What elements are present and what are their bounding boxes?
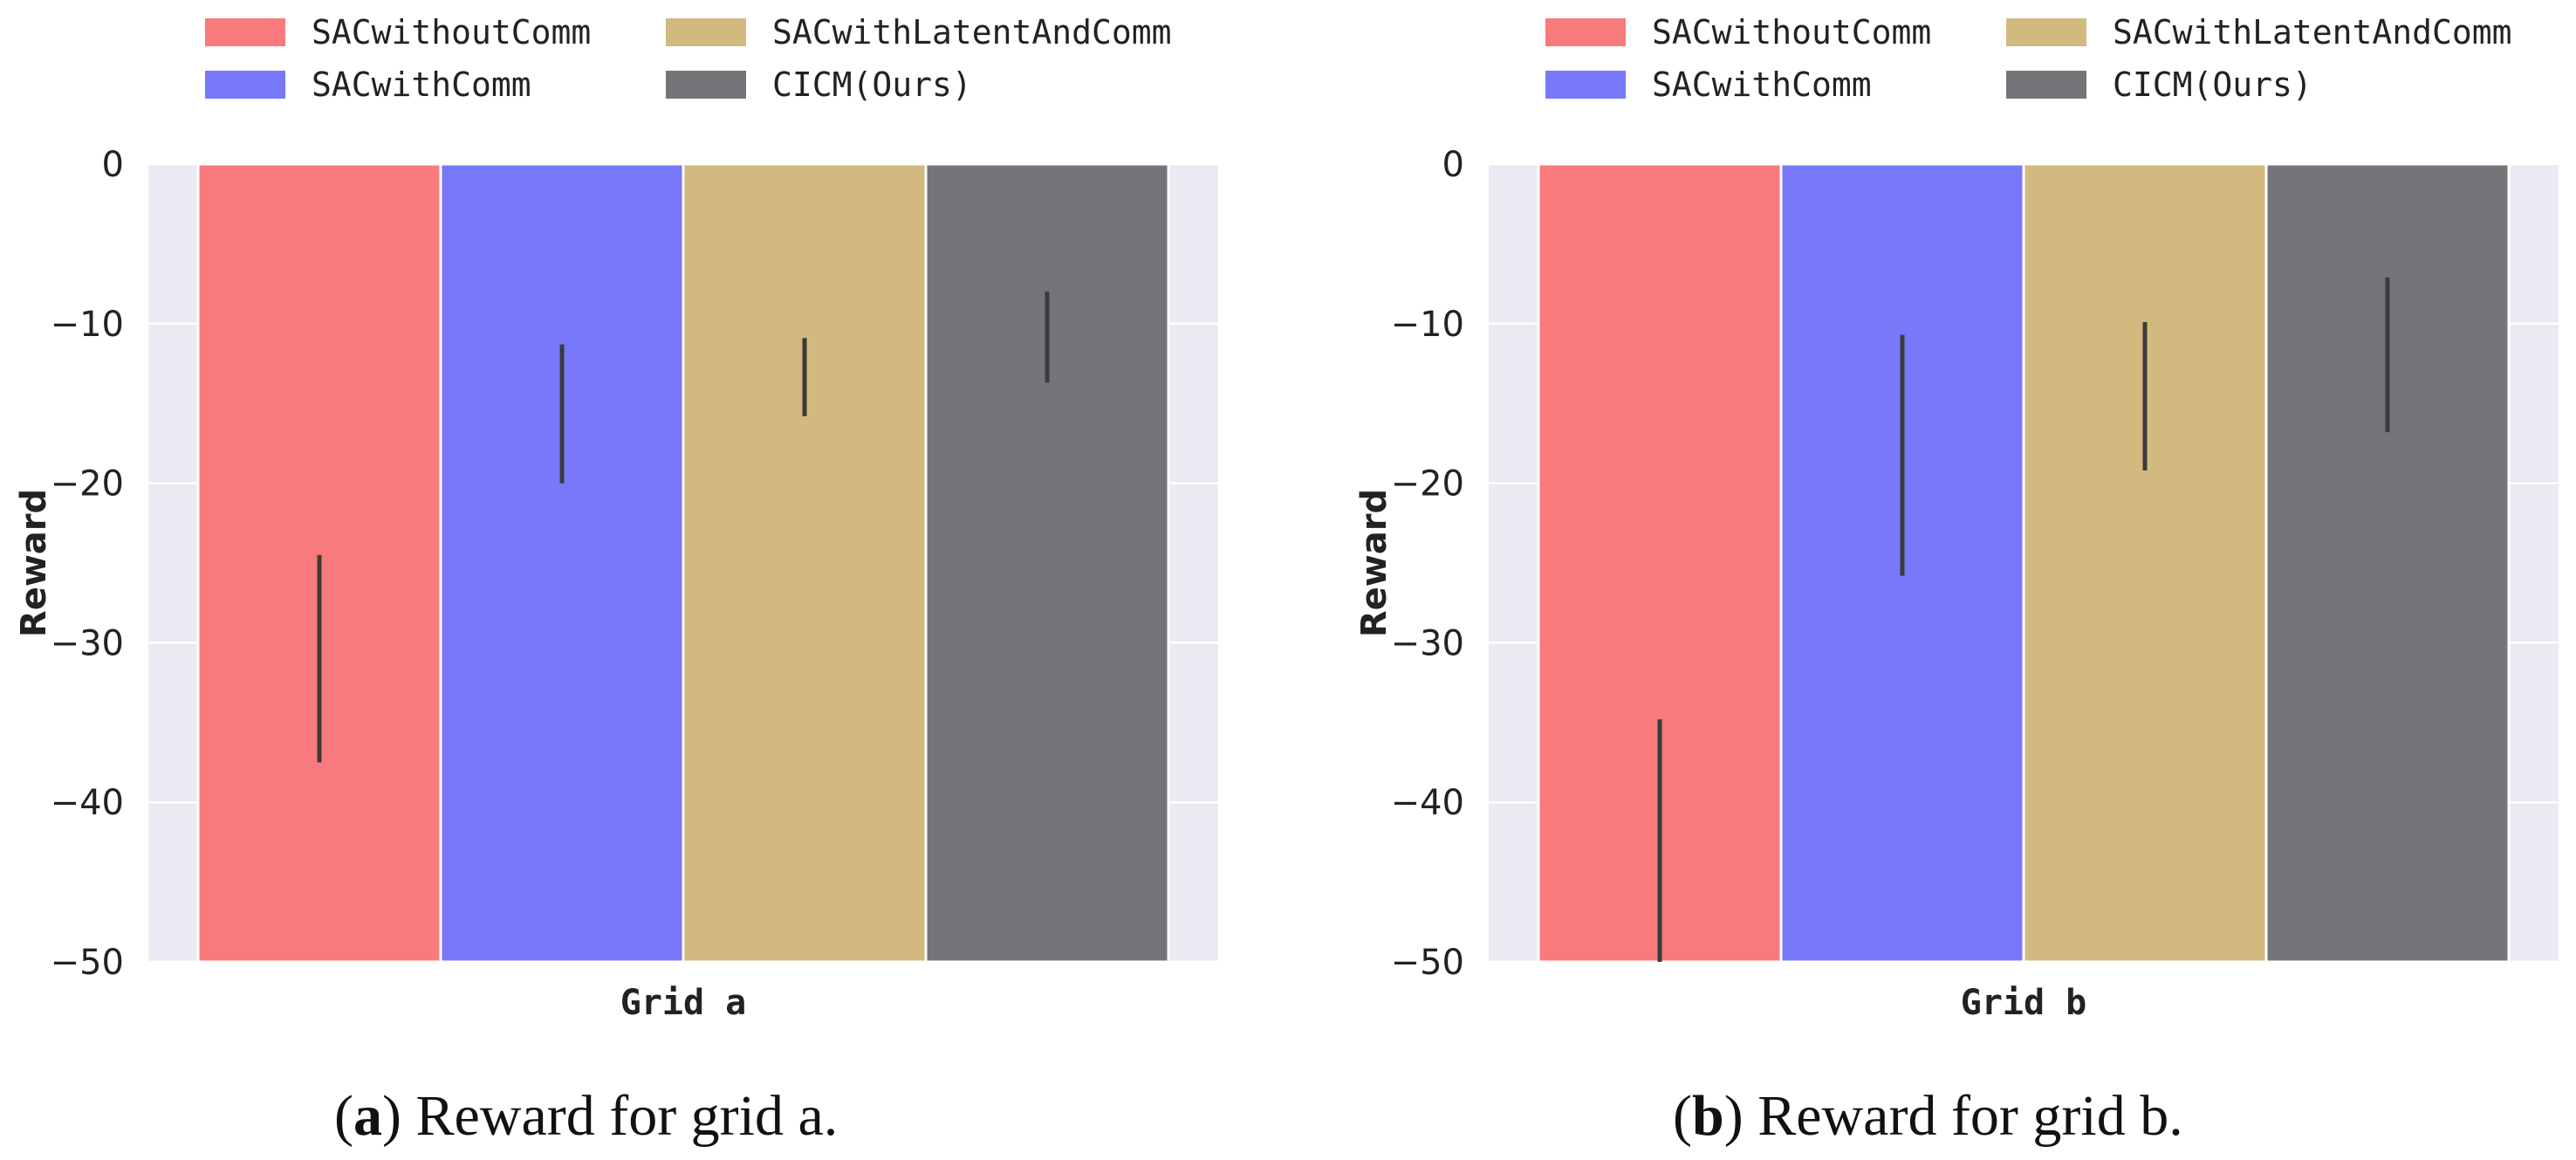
legend-label: SACwithoutComm bbox=[312, 13, 591, 51]
legend-swatch bbox=[1545, 71, 1626, 99]
y-axis-label: Reward bbox=[1354, 489, 1394, 637]
legend-swatch bbox=[2006, 71, 2086, 99]
y-tick-label: −50 bbox=[1391, 943, 1464, 983]
legend-swatch bbox=[205, 18, 285, 46]
y-axis-label: Reward bbox=[14, 489, 54, 637]
figure-caption: (a) Reward for grid a. bbox=[334, 1084, 838, 1148]
legend-label: SACwithComm bbox=[1652, 65, 1872, 104]
legend-swatch bbox=[1545, 18, 1626, 46]
legend-label: SACwithoutComm bbox=[1652, 13, 1931, 51]
caption-panel-letter: b bbox=[1692, 1084, 1724, 1148]
bar bbox=[2022, 162, 2268, 964]
chart-panel-b: 0 −10 −20 −30 −40 −50 Grid b Reward SACwithoutCo… bbox=[1354, 13, 2559, 1148]
bar bbox=[682, 162, 928, 964]
legend: SACwithoutComm SACwithComm SACwithLatentAn… bbox=[1545, 13, 2512, 104]
legend-label: SACwithComm bbox=[312, 65, 531, 104]
x-axis-label: Grid b bbox=[1961, 983, 2087, 1023]
y-tick-label: −10 bbox=[1391, 305, 1464, 345]
y-tick-label: 0 bbox=[1442, 145, 1464, 185]
y-tick-label: −20 bbox=[51, 464, 124, 504]
bar bbox=[439, 162, 685, 964]
legend: SACwithoutComm SACwithComm SACwithLatentAn… bbox=[205, 13, 1172, 104]
caption-panel-letter: a bbox=[353, 1084, 382, 1148]
bar bbox=[924, 162, 1170, 964]
y-tick-label: −20 bbox=[1391, 464, 1464, 504]
y-tick-label: −30 bbox=[51, 623, 124, 663]
caption-text: Reward for grid a. bbox=[401, 1084, 838, 1148]
legend-swatch bbox=[666, 18, 746, 46]
legend-swatch bbox=[2006, 18, 2086, 46]
caption-text: Reward for grid b. bbox=[1744, 1084, 2183, 1148]
legend-label: CICM(Ours) bbox=[2113, 65, 2312, 104]
y-tick-label: −10 bbox=[51, 305, 124, 345]
y-tick-label: −50 bbox=[51, 943, 124, 983]
y-tick-label: −30 bbox=[1391, 623, 1464, 663]
legend-label: SACwithLatentAndComm bbox=[772, 13, 1172, 51]
y-tick-label: −40 bbox=[51, 783, 124, 823]
legend-label: CICM(Ours) bbox=[772, 65, 972, 104]
legend-swatch bbox=[205, 71, 285, 99]
figure-caption: (b) Reward for grid b. bbox=[1673, 1084, 2183, 1148]
chart-panel-a: 0 −10 −20 −30 −40 −50 Grid a Reward SACwithoutCo… bbox=[14, 13, 1218, 1148]
x-axis-label: Grid a bbox=[620, 983, 747, 1023]
legend-swatch bbox=[666, 71, 746, 99]
legend-label: SACwithLatentAndComm bbox=[2113, 13, 2512, 51]
y-tick-label: −40 bbox=[1391, 783, 1464, 823]
y-tick-label: 0 bbox=[102, 145, 124, 185]
